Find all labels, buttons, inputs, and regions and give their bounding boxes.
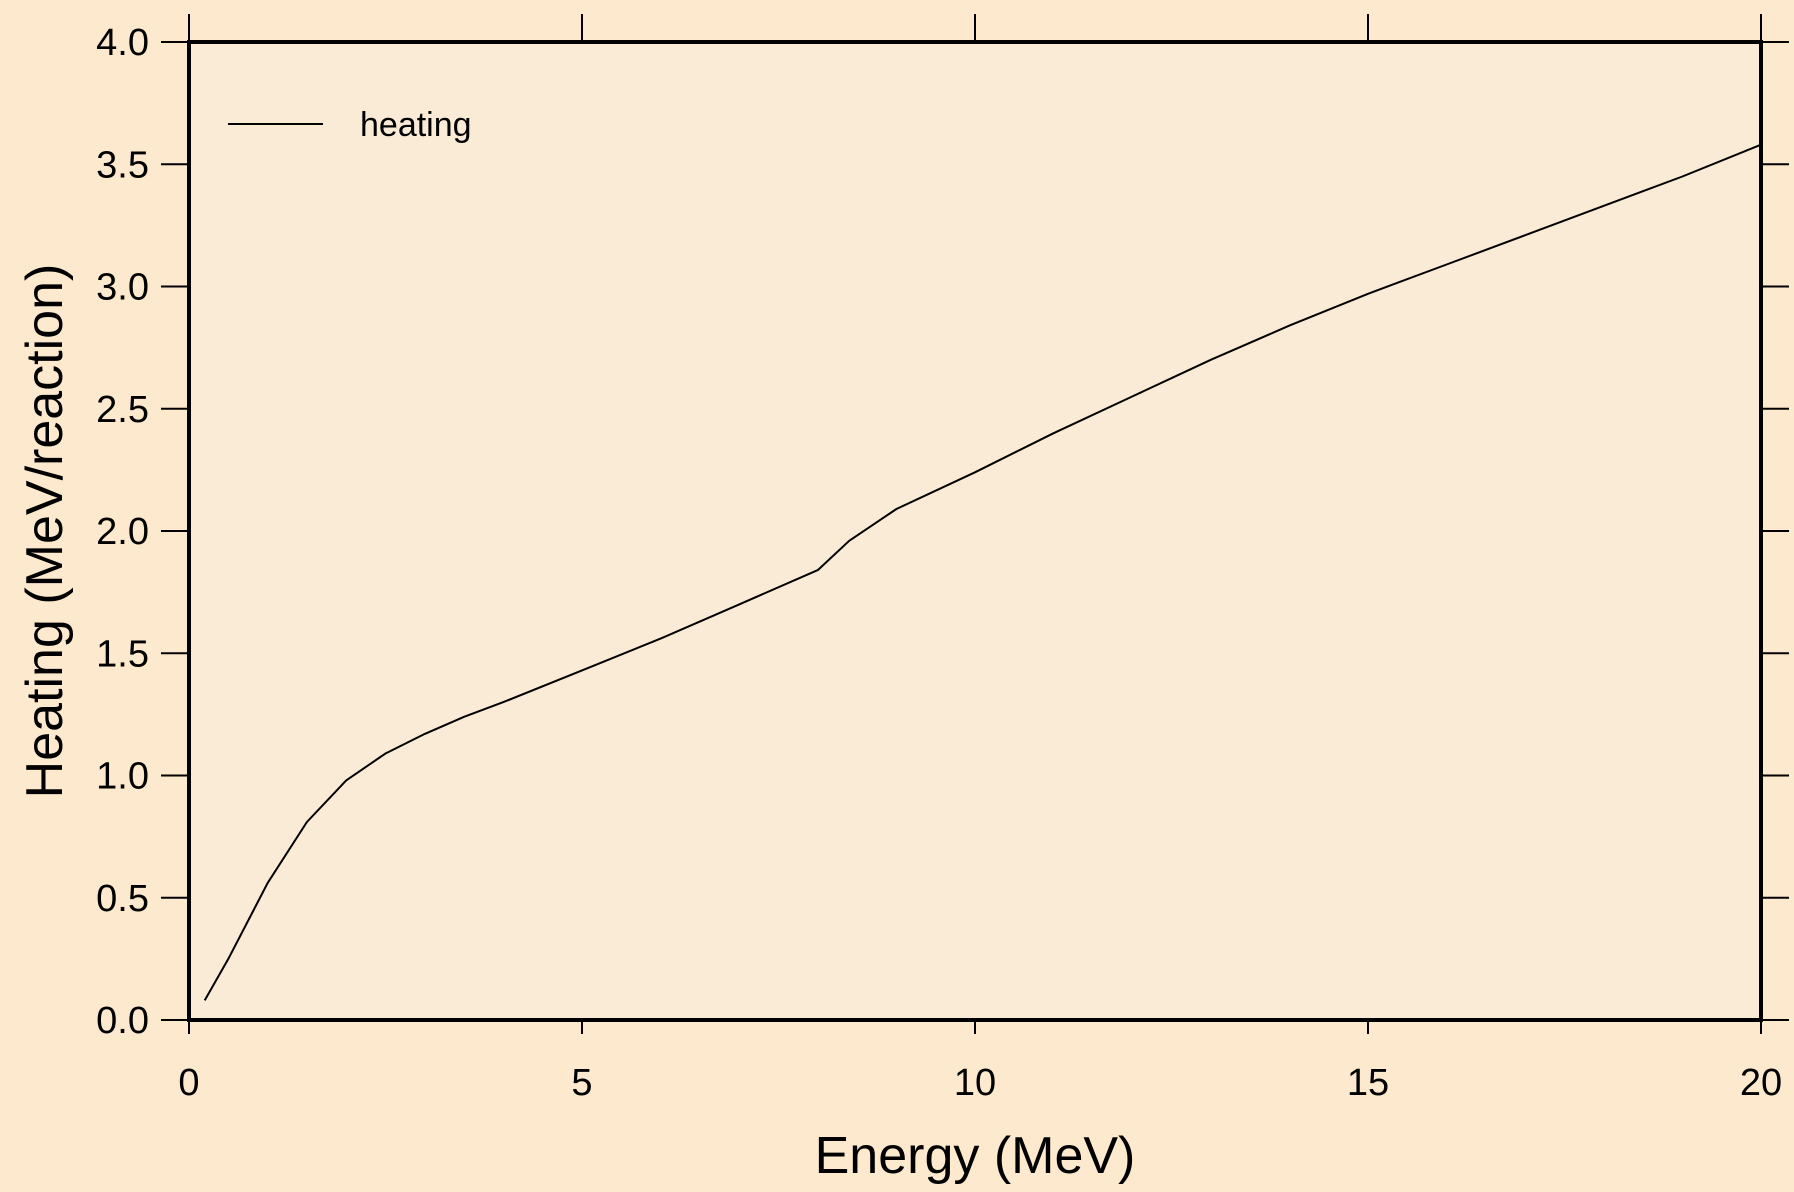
y-tick-label: 0.5 [96,878,149,920]
legend-label: heating [360,106,472,144]
y-tick-label: 2.5 [96,389,149,431]
y-tick-label: 1.0 [96,756,149,798]
x-tick-label: 20 [1740,1062,1782,1104]
y-tick-label: 2.0 [96,511,149,553]
x-tick-label: 0 [178,1062,199,1104]
y-tick-label: 4.0 [96,22,149,64]
y-tick-label: 0.0 [96,1000,149,1042]
y-tick-label: 3.0 [96,267,149,309]
y-axis-title: Heating (MeV/reaction) [16,264,74,799]
x-tick-label: 10 [954,1062,996,1104]
y-tick-label: 3.5 [96,144,149,186]
plot-area [187,40,1763,1022]
x-tick-label: 15 [1347,1062,1389,1104]
series-line-heating [203,143,1762,1001]
x-tick-label: 5 [571,1062,592,1104]
ticks-layer: 0 5 10 15 20 0.0 0.5 1.0 1.5 2.0 2.5 3.0 3.5 4.0 [96,14,1789,1104]
y-tick-label: 1.5 [96,633,149,675]
series-layer [203,143,1762,1001]
legend: heating [228,106,472,144]
x-axis-title: Energy (MeV) [815,1127,1136,1185]
